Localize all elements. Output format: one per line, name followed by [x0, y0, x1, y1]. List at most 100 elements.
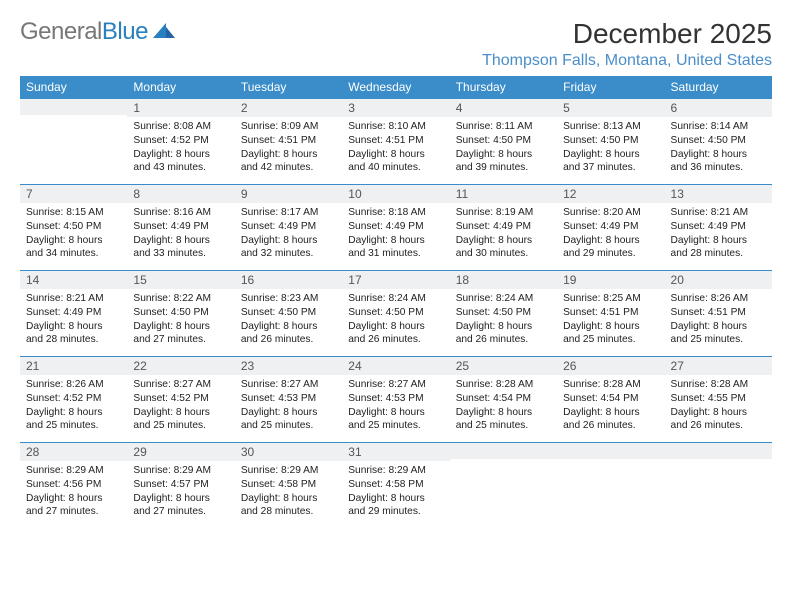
- sunset-text: Sunset: 4:57 PM: [133, 478, 228, 492]
- weekday-header: Saturday: [665, 76, 772, 99]
- sunrise-text: Sunrise: 8:20 AM: [563, 206, 658, 220]
- header: GeneralBlue December 2025 Thompson Falls…: [20, 18, 772, 70]
- day-number: [20, 99, 127, 115]
- sunset-text: Sunset: 4:50 PM: [348, 306, 443, 320]
- day-number: 26: [557, 357, 664, 375]
- day-number: 16: [235, 271, 342, 289]
- sunrise-text: Sunrise: 8:28 AM: [563, 378, 658, 392]
- sunset-text: Sunset: 4:51 PM: [671, 306, 766, 320]
- sunrise-text: Sunrise: 8:26 AM: [26, 378, 121, 392]
- logo-text: GeneralBlue: [20, 18, 148, 46]
- sunrise-text: Sunrise: 8:15 AM: [26, 206, 121, 220]
- daylight-text: Daylight: 8 hours and 27 minutes.: [133, 492, 228, 520]
- sunset-text: Sunset: 4:49 PM: [26, 306, 121, 320]
- sunset-text: Sunset: 4:50 PM: [563, 134, 658, 148]
- day-number: 7: [20, 185, 127, 203]
- calendar-day-cell: 14Sunrise: 8:21 AMSunset: 4:49 PMDayligh…: [20, 271, 127, 357]
- calendar-week-row: 21Sunrise: 8:26 AMSunset: 4:52 PMDayligh…: [20, 357, 772, 443]
- day-number: 31: [342, 443, 449, 461]
- sunset-text: Sunset: 4:55 PM: [671, 392, 766, 406]
- calendar-day-cell: [450, 443, 557, 529]
- sunrise-text: Sunrise: 8:21 AM: [671, 206, 766, 220]
- daylight-text: Daylight: 8 hours and 33 minutes.: [133, 234, 228, 262]
- calendar-day-cell: 11Sunrise: 8:19 AMSunset: 4:49 PMDayligh…: [450, 185, 557, 271]
- day-number: 29: [127, 443, 234, 461]
- weekday-header: Sunday: [20, 76, 127, 99]
- sunset-text: Sunset: 4:58 PM: [241, 478, 336, 492]
- sunset-text: Sunset: 4:49 PM: [241, 220, 336, 234]
- sunrise-text: Sunrise: 8:17 AM: [241, 206, 336, 220]
- location-text: Thompson Falls, Montana, United States: [482, 52, 772, 70]
- day-detail: Sunrise: 8:28 AMSunset: 4:54 PMDaylight:…: [450, 375, 557, 437]
- daylight-text: Daylight: 8 hours and 25 minutes.: [456, 406, 551, 434]
- day-number: 13: [665, 185, 772, 203]
- day-detail: Sunrise: 8:28 AMSunset: 4:54 PMDaylight:…: [557, 375, 664, 437]
- day-number: 28: [20, 443, 127, 461]
- day-number: [557, 443, 664, 459]
- day-detail: Sunrise: 8:17 AMSunset: 4:49 PMDaylight:…: [235, 203, 342, 265]
- sunrise-text: Sunrise: 8:22 AM: [133, 292, 228, 306]
- day-detail: [665, 459, 772, 509]
- sunset-text: Sunset: 4:51 PM: [348, 134, 443, 148]
- day-number: 20: [665, 271, 772, 289]
- sunrise-text: Sunrise: 8:09 AM: [241, 120, 336, 134]
- calendar-week-row: 7Sunrise: 8:15 AMSunset: 4:50 PMDaylight…: [20, 185, 772, 271]
- sunset-text: Sunset: 4:52 PM: [26, 392, 121, 406]
- sunset-text: Sunset: 4:53 PM: [348, 392, 443, 406]
- sunset-text: Sunset: 4:49 PM: [671, 220, 766, 234]
- daylight-text: Daylight: 8 hours and 28 minutes.: [241, 492, 336, 520]
- day-number: 6: [665, 99, 772, 117]
- day-detail: Sunrise: 8:28 AMSunset: 4:55 PMDaylight:…: [665, 375, 772, 437]
- sunrise-text: Sunrise: 8:18 AM: [348, 206, 443, 220]
- sunset-text: Sunset: 4:50 PM: [671, 134, 766, 148]
- day-detail: Sunrise: 8:15 AMSunset: 4:50 PMDaylight:…: [20, 203, 127, 265]
- sunrise-text: Sunrise: 8:29 AM: [133, 464, 228, 478]
- sunrise-text: Sunrise: 8:10 AM: [348, 120, 443, 134]
- day-detail: Sunrise: 8:26 AMSunset: 4:52 PMDaylight:…: [20, 375, 127, 437]
- day-number: [665, 443, 772, 459]
- calendar-day-cell: 20Sunrise: 8:26 AMSunset: 4:51 PMDayligh…: [665, 271, 772, 357]
- daylight-text: Daylight: 8 hours and 27 minutes.: [133, 320, 228, 348]
- daylight-text: Daylight: 8 hours and 26 minutes.: [563, 406, 658, 434]
- day-detail: [20, 115, 127, 165]
- day-number: 17: [342, 271, 449, 289]
- sunset-text: Sunset: 4:51 PM: [241, 134, 336, 148]
- daylight-text: Daylight: 8 hours and 25 minutes.: [241, 406, 336, 434]
- day-detail: Sunrise: 8:13 AMSunset: 4:50 PMDaylight:…: [557, 117, 664, 179]
- calendar-day-cell: 27Sunrise: 8:28 AMSunset: 4:55 PMDayligh…: [665, 357, 772, 443]
- day-detail: Sunrise: 8:16 AMSunset: 4:49 PMDaylight:…: [127, 203, 234, 265]
- calendar-day-cell: 5Sunrise: 8:13 AMSunset: 4:50 PMDaylight…: [557, 99, 664, 185]
- daylight-text: Daylight: 8 hours and 25 minutes.: [26, 406, 121, 434]
- calendar-table: Sunday Monday Tuesday Wednesday Thursday…: [20, 76, 772, 529]
- daylight-text: Daylight: 8 hours and 25 minutes.: [348, 406, 443, 434]
- calendar-day-cell: 10Sunrise: 8:18 AMSunset: 4:49 PMDayligh…: [342, 185, 449, 271]
- calendar-day-cell: 2Sunrise: 8:09 AMSunset: 4:51 PMDaylight…: [235, 99, 342, 185]
- daylight-text: Daylight: 8 hours and 36 minutes.: [671, 148, 766, 176]
- sunset-text: Sunset: 4:49 PM: [563, 220, 658, 234]
- calendar-day-cell: 4Sunrise: 8:11 AMSunset: 4:50 PMDaylight…: [450, 99, 557, 185]
- day-number: 22: [127, 357, 234, 375]
- day-detail: Sunrise: 8:21 AMSunset: 4:49 PMDaylight:…: [665, 203, 772, 265]
- day-detail: Sunrise: 8:22 AMSunset: 4:50 PMDaylight:…: [127, 289, 234, 351]
- calendar-day-cell: 19Sunrise: 8:25 AMSunset: 4:51 PMDayligh…: [557, 271, 664, 357]
- sunrise-text: Sunrise: 8:19 AM: [456, 206, 551, 220]
- day-detail: Sunrise: 8:29 AMSunset: 4:57 PMDaylight:…: [127, 461, 234, 523]
- calendar-day-cell: 21Sunrise: 8:26 AMSunset: 4:52 PMDayligh…: [20, 357, 127, 443]
- calendar-day-cell: 31Sunrise: 8:29 AMSunset: 4:58 PMDayligh…: [342, 443, 449, 529]
- sunrise-text: Sunrise: 8:13 AM: [563, 120, 658, 134]
- day-number: 8: [127, 185, 234, 203]
- logo-triangle-icon: [153, 21, 177, 44]
- calendar-day-cell: 6Sunrise: 8:14 AMSunset: 4:50 PMDaylight…: [665, 99, 772, 185]
- day-detail: Sunrise: 8:27 AMSunset: 4:52 PMDaylight:…: [127, 375, 234, 437]
- day-number: 2: [235, 99, 342, 117]
- daylight-text: Daylight: 8 hours and 28 minutes.: [671, 234, 766, 262]
- daylight-text: Daylight: 8 hours and 25 minutes.: [133, 406, 228, 434]
- calendar-day-cell: 29Sunrise: 8:29 AMSunset: 4:57 PMDayligh…: [127, 443, 234, 529]
- calendar-day-cell: 17Sunrise: 8:24 AMSunset: 4:50 PMDayligh…: [342, 271, 449, 357]
- day-number: 19: [557, 271, 664, 289]
- day-detail: [450, 459, 557, 509]
- sunrise-text: Sunrise: 8:16 AM: [133, 206, 228, 220]
- daylight-text: Daylight: 8 hours and 26 minutes.: [456, 320, 551, 348]
- sunrise-text: Sunrise: 8:24 AM: [456, 292, 551, 306]
- sunset-text: Sunset: 4:54 PM: [563, 392, 658, 406]
